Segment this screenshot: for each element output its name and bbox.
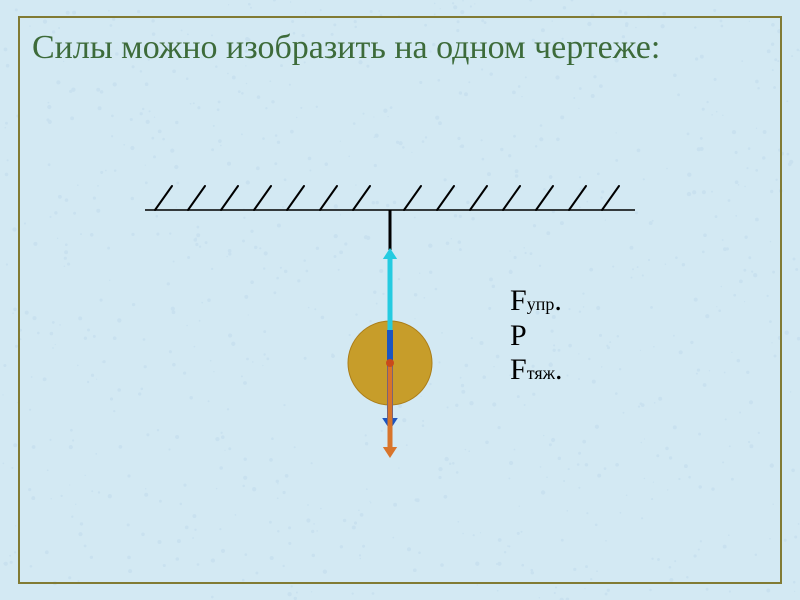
- force-diagram: [0, 0, 800, 600]
- legend-item: Fтяж.: [510, 353, 563, 388]
- legend-subscript: тяж: [527, 363, 555, 383]
- legend-item: P: [510, 319, 563, 354]
- legend-subscript: упр: [527, 294, 555, 314]
- legend-suffix: .: [555, 353, 563, 386]
- legend-symbol: F: [510, 284, 527, 317]
- legend-symbol: F: [510, 353, 527, 386]
- legend-suffix: .: [554, 284, 562, 317]
- legend-item: Fупр.: [510, 284, 563, 319]
- force-legend: Fупр.PFтяж.: [510, 284, 563, 388]
- slide: Силы можно изобразить на одном чертеже: …: [0, 0, 800, 600]
- legend-symbol: P: [510, 319, 527, 352]
